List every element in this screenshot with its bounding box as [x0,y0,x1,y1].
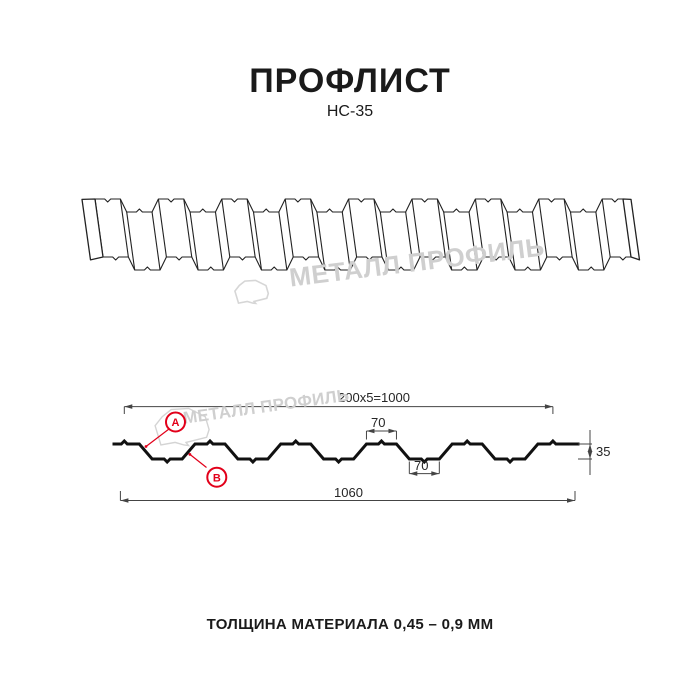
svg-text:70: 70 [371,415,385,430]
svg-text:35: 35 [596,444,610,459]
svg-text:70: 70 [414,458,428,473]
svg-text:B: B [213,472,221,484]
svg-text:A: A [172,417,180,429]
svg-text:МЕТАЛЛ ПРОФИЛЬ: МЕТАЛЛ ПРОФИЛЬ [182,386,351,428]
svg-text:1060: 1060 [334,485,363,500]
